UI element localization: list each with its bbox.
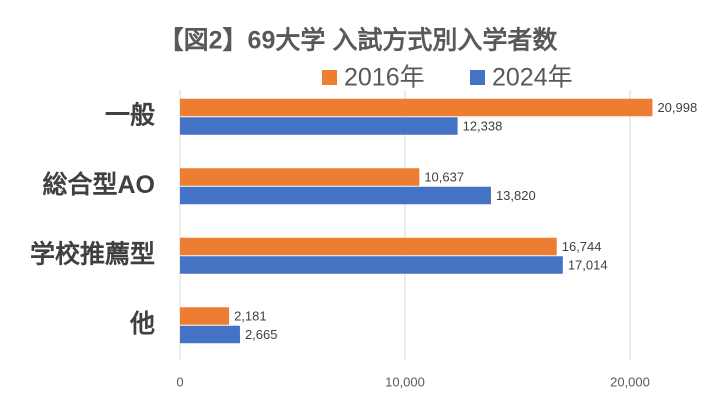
bar bbox=[180, 307, 230, 325]
value-label: 13,820 bbox=[496, 188, 536, 203]
value-label: 17,014 bbox=[568, 257, 608, 272]
bar bbox=[180, 98, 653, 117]
value-label: 2,181 bbox=[234, 308, 267, 323]
bar bbox=[180, 325, 240, 344]
y-tick-label: 総合型AO bbox=[42, 170, 155, 199]
bar bbox=[180, 237, 557, 256]
value-label: 10,637 bbox=[424, 169, 464, 184]
value-label: 20,998 bbox=[657, 100, 697, 115]
x-tick-label: 0 bbox=[176, 374, 183, 389]
x-tick-label: 10,000 bbox=[385, 374, 425, 389]
y-tick-label: 学校推薦型 bbox=[30, 239, 155, 268]
value-label: 12,338 bbox=[463, 118, 503, 133]
y-tick-label: 他 bbox=[129, 310, 155, 338]
y-tick-label: 一般 bbox=[105, 100, 155, 129]
value-label: 16,744 bbox=[562, 239, 602, 254]
bar bbox=[180, 256, 563, 274]
legend-swatch bbox=[322, 70, 337, 85]
chart-title: 【図2】69大学 入試方式別入学者数 bbox=[159, 26, 559, 55]
legend-swatch bbox=[470, 70, 485, 85]
x-tick-label: 20,000 bbox=[610, 374, 650, 389]
legend-label: 2024年 bbox=[492, 64, 573, 92]
legend-label: 2016年 bbox=[344, 64, 425, 92]
bar bbox=[180, 168, 420, 186]
bar bbox=[180, 186, 491, 205]
bar bbox=[180, 117, 458, 135]
value-label: 2,665 bbox=[245, 327, 278, 342]
